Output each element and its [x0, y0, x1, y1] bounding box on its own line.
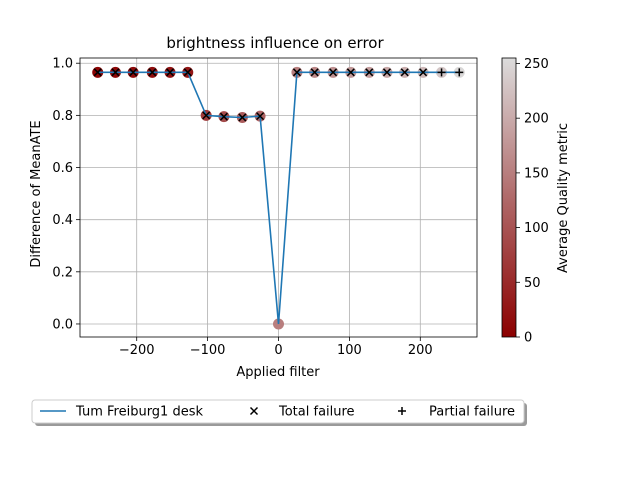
total-failure-marker	[382, 68, 391, 77]
x-tick-label: −100	[190, 343, 226, 358]
total-failure-marker	[329, 68, 338, 77]
colorbar-tick-label: 100	[524, 221, 549, 236]
colorbar-label: Average Quality metric	[556, 123, 571, 273]
partial-failure-marker	[455, 68, 464, 77]
x-tick-label: −200	[119, 343, 155, 358]
legend-label: Partial failure	[429, 405, 515, 420]
total-failure-marker	[148, 68, 157, 77]
colorbar-tick-label: 50	[524, 276, 541, 291]
total-failure-marker	[400, 68, 409, 77]
colorbar-tick-label: 250	[524, 57, 549, 72]
colorbar-gradient	[501, 57, 517, 338]
legend-box	[31, 399, 525, 424]
y-tick-label: 1.0	[52, 57, 73, 72]
x-tick-label: 0	[274, 343, 282, 358]
colorbar-tick-label: 0	[524, 331, 532, 346]
x-tick-label: 100	[337, 343, 362, 358]
series-line	[97, 71, 460, 325]
total-failure-marker	[219, 112, 228, 121]
partial-failure-marker	[437, 68, 446, 77]
total-failure-marker	[310, 68, 319, 77]
total-failure-marker	[238, 113, 247, 122]
legend-label: Total failure	[278, 405, 355, 420]
colorbar-tick-label: 150	[524, 166, 549, 181]
legend-label: Tum Freiburg1 desk	[75, 405, 203, 420]
legend-x-swatch	[249, 406, 259, 416]
total-failure-marker	[111, 68, 120, 77]
chart-title: brightness influence on error	[166, 34, 384, 52]
total-failure-marker	[166, 68, 175, 77]
y-tick-label: 0.0	[52, 317, 73, 332]
total-failure-marker	[346, 68, 355, 77]
total-failure-marker	[93, 68, 102, 77]
legend: Tum Freiburg1 desk Total failure Partial f…	[31, 399, 527, 426]
y-axis-label: Difference of MeanATE	[29, 120, 44, 267]
y-tick-label: 0.2	[52, 265, 73, 280]
colorbar-tick-label: 200	[524, 112, 549, 127]
legend-plus-swatch	[398, 407, 406, 415]
colorbar: 0 50 100 150 200 250	[501, 57, 549, 346]
total-failure-marker	[419, 68, 428, 77]
total-failure-marker	[256, 112, 265, 121]
total-failure-marker	[202, 111, 211, 120]
y-tick-label: 0.8	[52, 109, 73, 124]
total-failure-marker	[365, 68, 374, 77]
total-failure-marker	[129, 68, 138, 77]
y-tick-label: 0.4	[52, 213, 73, 228]
plot-area: −200 −100 0 100 200 0.0 0.2 0.4 0.6 0.8 1.0	[52, 57, 478, 358]
total-failure-marker	[183, 68, 192, 77]
x-tick-label: 200	[408, 343, 433, 358]
y-tick-label: 0.6	[52, 161, 73, 176]
x-axis-label: Applied filter	[236, 365, 320, 380]
total-failure-marker	[292, 68, 301, 77]
